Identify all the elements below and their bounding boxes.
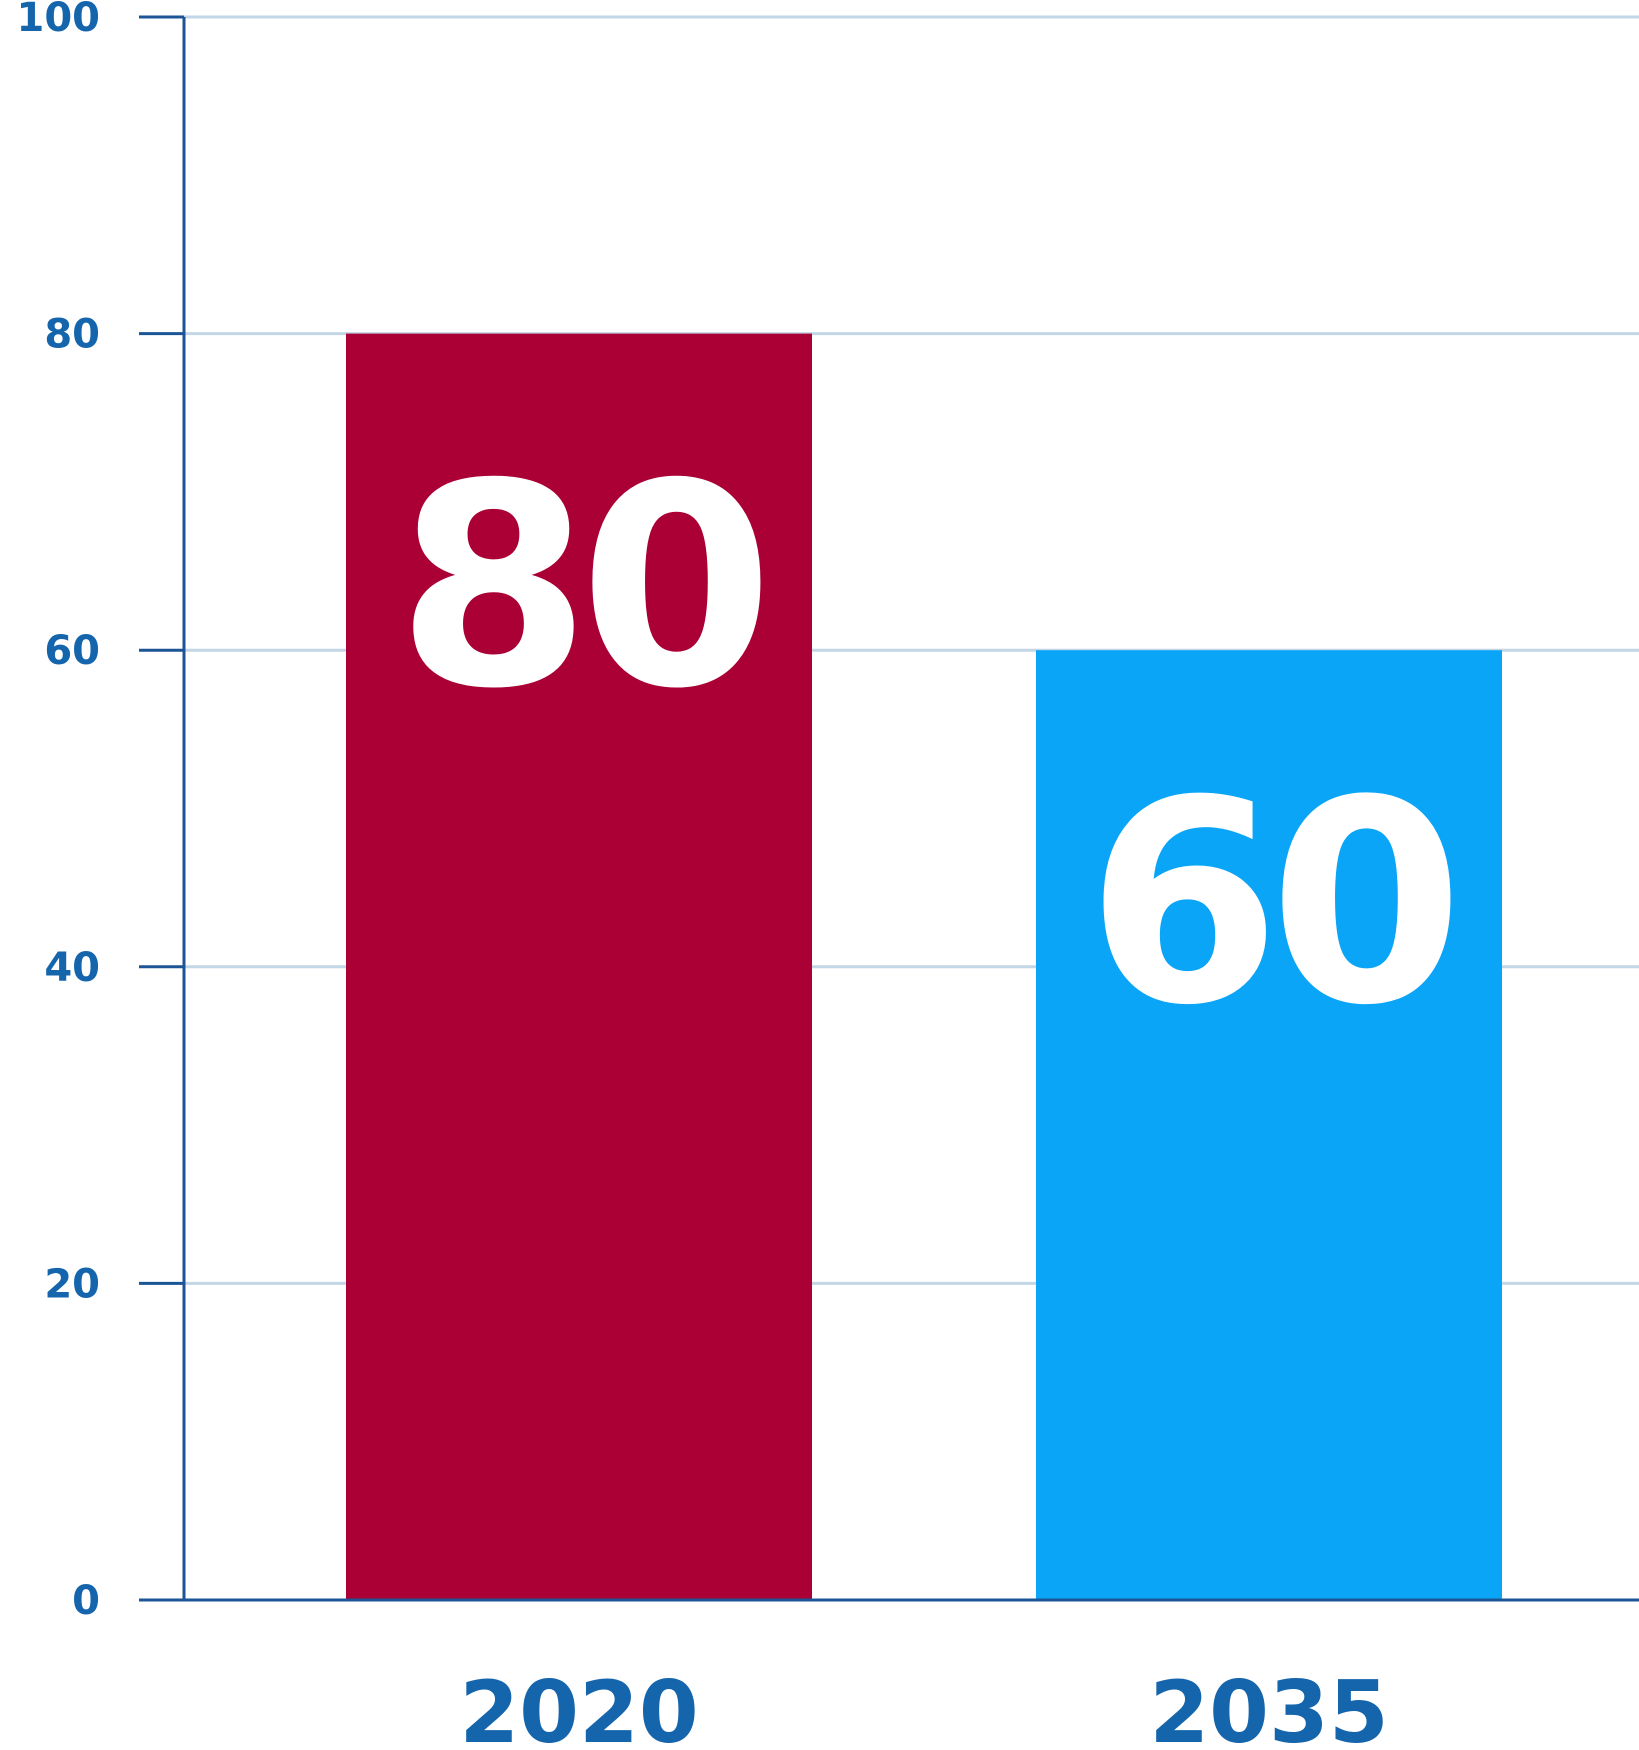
y-tick-label-80: 80 — [44, 312, 100, 358]
bar-2035 — [1036, 650, 1502, 1600]
y-tick-label-60: 60 — [44, 628, 100, 674]
labels: 0 20 40 60 80 100 80 2020 60 2035 — [17, 0, 1465, 1750]
y-tick-label-0: 0 — [72, 1578, 100, 1624]
x-category-label-2020: 2020 — [459, 1663, 698, 1750]
axes — [139, 15, 1639, 1602]
x-category-label-2035: 2035 — [1149, 1663, 1388, 1750]
bar-2020 — [346, 333, 812, 1601]
y-tick-label-20: 20 — [44, 1261, 100, 1307]
y-tick-label-40: 40 — [44, 945, 100, 991]
data-label-2035: 60 — [1086, 741, 1453, 1067]
bars — [346, 333, 1502, 1601]
y-tick-label-100: 100 — [17, 0, 101, 41]
data-label-2020: 80 — [396, 425, 763, 751]
